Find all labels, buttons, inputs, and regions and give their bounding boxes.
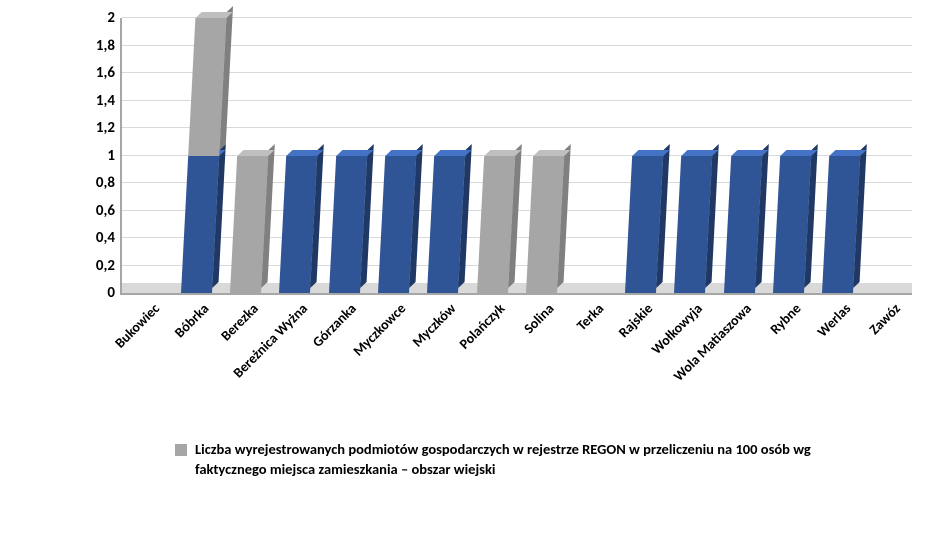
bar-segment-grey <box>230 156 268 294</box>
x-tick: Zawóz <box>865 300 903 338</box>
bar-segment-blue <box>625 156 663 294</box>
bar-segment-blue <box>724 156 762 294</box>
bar-segment-blue <box>329 156 367 294</box>
bar-segment-blue <box>427 156 465 294</box>
x-tick: Bukowiec <box>111 300 163 352</box>
y-tick: 2 <box>55 9 115 27</box>
y-tick: 0,8 <box>55 174 115 192</box>
gridline <box>122 100 912 101</box>
chart-container: 0 0,2 0,4 0,6 0,8 1 1,2 1,4 1,6 1,8 2 BukowiecBóbr… <box>0 0 945 556</box>
x-tick: Bóbrka <box>171 300 212 341</box>
x-tick: Myczków <box>408 300 458 350</box>
bar-segment-blue <box>822 156 860 294</box>
x-tick: Myczkowce <box>350 300 410 360</box>
gridline <box>122 45 912 46</box>
gridline <box>122 127 912 128</box>
gridline <box>122 17 912 18</box>
y-tick: 1,6 <box>55 64 115 82</box>
x-tick: Solina <box>521 300 558 337</box>
y-tick: 0,6 <box>55 202 115 220</box>
x-tick: Terka <box>573 300 607 334</box>
legend-swatch <box>175 444 187 456</box>
y-tick: 1,4 <box>55 92 115 110</box>
legend: Liczba wyrejestrowanych podmiotów gospod… <box>175 440 875 479</box>
x-tick-labels: BukowiecBóbrkaBerezkaBereżnica WyżnaGórz… <box>120 300 910 450</box>
x-tick: Rajskie <box>615 300 656 341</box>
legend-text: Liczba wyrejestrowanych podmiotów gospod… <box>195 440 875 479</box>
bar-segment-blue <box>378 156 416 294</box>
gridline <box>122 72 912 73</box>
y-tick: 0 <box>55 284 115 302</box>
plot-area <box>120 18 912 295</box>
bar-segment-grey <box>526 156 564 294</box>
bar-segment-grey <box>477 156 515 294</box>
bar-segment-blue <box>181 156 219 294</box>
x-tick: Berezka <box>217 300 261 344</box>
bar-segment-blue <box>279 156 317 294</box>
y-tick: 1,2 <box>55 119 115 137</box>
bar-segment-blue <box>674 156 712 294</box>
x-tick: Werlas <box>814 300 854 340</box>
bar-segment-grey <box>188 18 226 156</box>
y-tick: 1,8 <box>55 37 115 55</box>
bar-segment-blue <box>773 156 811 294</box>
y-tick: 0,4 <box>55 229 115 247</box>
y-tick: 0,2 <box>55 257 115 275</box>
x-tick: Rybne <box>767 300 805 338</box>
x-tick: Polańczyk <box>456 300 509 353</box>
y-tick: 1 <box>55 147 115 165</box>
